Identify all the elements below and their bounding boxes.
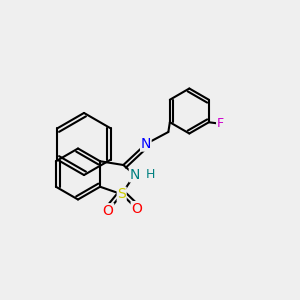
Text: N: N (129, 168, 140, 182)
Text: N: N (141, 137, 151, 151)
Text: F: F (217, 117, 224, 130)
Text: H: H (146, 168, 155, 181)
Text: O: O (103, 204, 114, 218)
Text: O: O (131, 202, 142, 216)
Text: S: S (117, 187, 126, 201)
